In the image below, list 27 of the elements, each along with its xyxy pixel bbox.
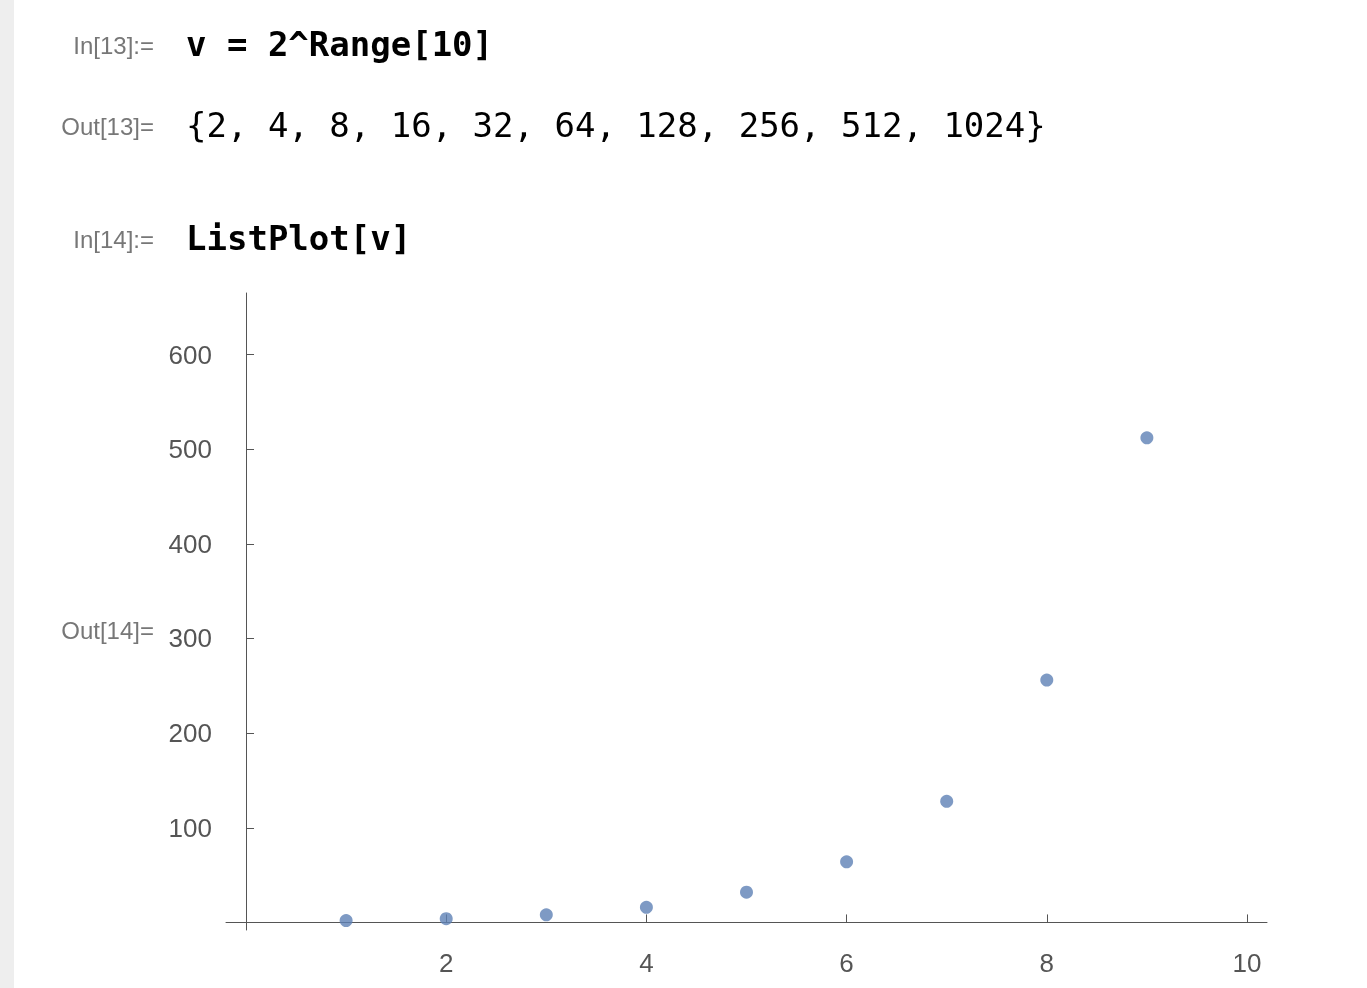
y-tick-label: 400	[168, 528, 212, 559]
y-tick-label: 300	[168, 623, 212, 654]
point	[539, 908, 553, 922]
y-tick-label: 500	[168, 434, 212, 465]
text: {2, 4, 8, 16, 32, 64, 128, 256, 512, 1024}	[186, 105, 1046, 145]
x-tick-label: 10	[1232, 948, 1262, 978]
x-tick-label: 8	[1039, 948, 1055, 978]
text: Out[14]=	[60, 617, 154, 645]
x-tick-label: 2	[438, 948, 454, 978]
point	[439, 912, 453, 926]
text: ListPlot[v]	[186, 218, 412, 258]
point	[639, 900, 653, 914]
point	[840, 855, 854, 869]
point	[1140, 431, 1154, 445]
x-tick-label: 4	[639, 948, 654, 978]
text: v = 2^Range[10]	[186, 24, 494, 64]
point	[1040, 673, 1054, 687]
y-tick-label: 200	[168, 718, 212, 749]
text: In[13]:=	[72, 32, 154, 60]
x-tick-label: 6	[839, 948, 854, 978]
y-tick-label: 600	[168, 339, 212, 370]
y-tick-label: 100	[168, 812, 212, 843]
point	[940, 794, 954, 808]
point	[339, 914, 353, 928]
point	[740, 885, 753, 899]
text: Out[13]=	[60, 113, 154, 141]
text: In[14]:=	[72, 226, 154, 254]
